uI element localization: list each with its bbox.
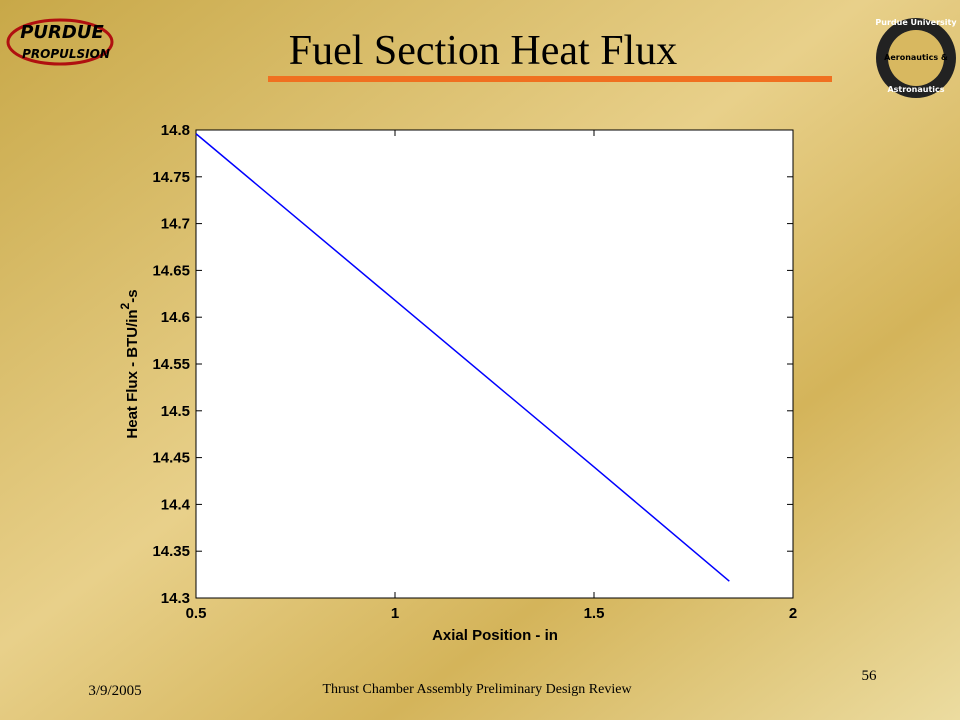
y-tick-label: 14.6 bbox=[161, 309, 190, 326]
y-tick-label: 14.4 bbox=[161, 496, 191, 513]
y-tick-label: 14.7 bbox=[161, 216, 190, 233]
y-tick-label: 14.65 bbox=[152, 262, 190, 279]
x-tick-label: 1.5 bbox=[584, 605, 605, 622]
y-tick-label: 14.3 bbox=[161, 590, 190, 607]
logo-ring bbox=[6, 18, 114, 66]
y-label-superscript: 2 bbox=[118, 302, 132, 309]
y-axis-label: Heat Flux - BTU/in2-s bbox=[118, 289, 141, 438]
y-label-part: Heat Flux - BTU/in bbox=[124, 309, 141, 438]
y-tick-label: 14.45 bbox=[152, 450, 190, 467]
page-number: 56 bbox=[862, 668, 878, 684]
y-tick-label: 14.35 bbox=[152, 543, 190, 560]
x-tick-label: 1 bbox=[391, 605, 399, 622]
logo-right: Purdue University Aeronautics & Astronau… bbox=[875, 18, 957, 98]
slide-title: Fuel Section Heat Flux bbox=[289, 28, 677, 74]
logo-text: PROPULSION bbox=[22, 47, 110, 61]
logo-text: Aeronautics & bbox=[884, 53, 948, 62]
x-tick-label: 0.5 bbox=[186, 605, 207, 622]
title-underline bbox=[268, 76, 832, 82]
plot-area bbox=[195, 129, 794, 599]
date: 3/9/2005 bbox=[88, 683, 141, 699]
logo-text: Astronautics bbox=[887, 85, 944, 94]
y-tick-label: 14.5 bbox=[161, 403, 190, 420]
x-tick-label: 2 bbox=[789, 605, 797, 622]
logo-text: Purdue University bbox=[875, 18, 957, 27]
logo-left: PURDUE PROPULSION bbox=[6, 18, 114, 66]
y-label-part: -s bbox=[124, 289, 141, 302]
logo-inner bbox=[888, 30, 944, 86]
footer: Thrust Chamber Assembly Preliminary Desi… bbox=[322, 682, 632, 697]
y-tick-label: 14.75 bbox=[152, 169, 190, 186]
y-tick-label: 14.55 bbox=[152, 356, 190, 373]
data-line bbox=[195, 133, 730, 582]
logo-text: PURDUE bbox=[20, 22, 104, 43]
y-tick-label: 14.8 bbox=[161, 122, 190, 139]
x-axis-label: Axial Position - in bbox=[432, 627, 558, 644]
